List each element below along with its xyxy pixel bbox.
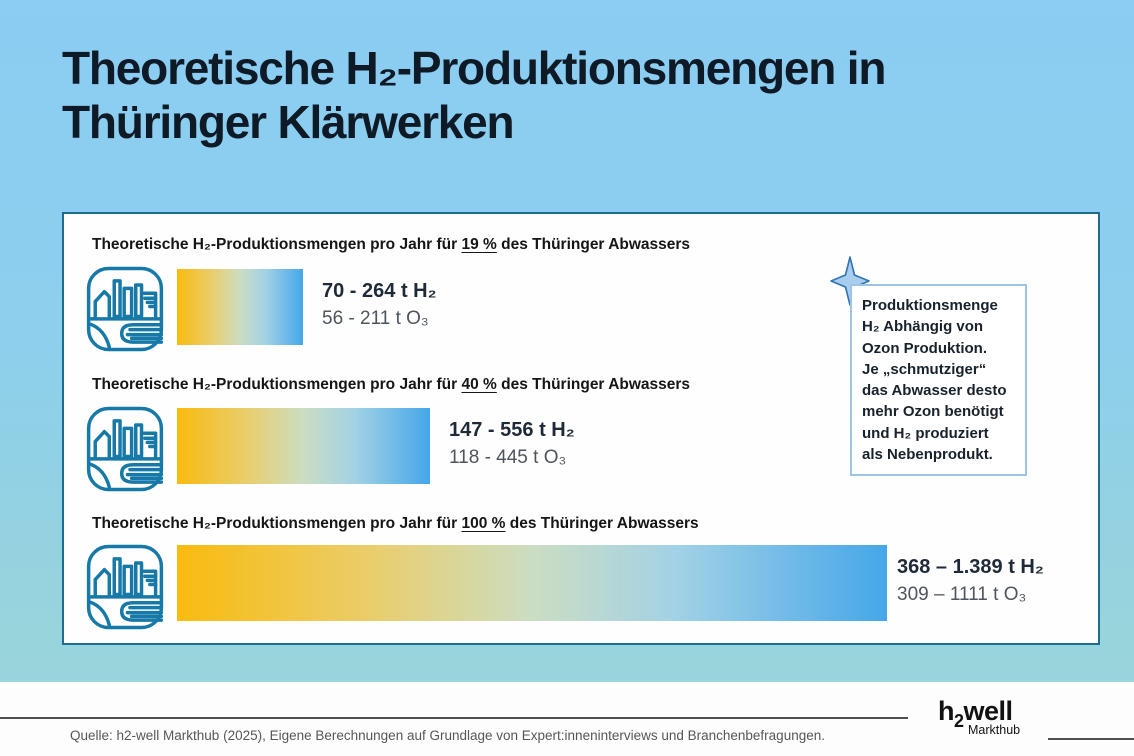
ozone-note-callout: Produktionsmenge H₂ Abhängig von Ozon Pr… <box>850 284 1027 477</box>
wastewater-plant-icon <box>86 406 164 492</box>
logo-wordmark: h2well <box>938 696 1020 731</box>
h2-value: 147 - 556 t H₂ <box>449 419 575 441</box>
row-label-pre: Theoretische H₂-Produktionsmengen pro Ja… <box>92 236 462 253</box>
logo-well: well <box>963 696 1014 726</box>
footer-band <box>0 682 1134 756</box>
row-label-percent: 40 % <box>461 376 497 393</box>
footer-accent-line <box>1048 738 1134 740</box>
row-label-pre: Theoretische H₂-Produktionsmengen pro Ja… <box>92 515 462 532</box>
wastewater-plant-icon <box>86 544 164 630</box>
row-values: 147 - 556 t H₂ 118 - 445 t O₃ <box>449 419 575 469</box>
o3-value: 118 - 445 t O₃ <box>449 447 567 468</box>
row-label-percent: 100 % <box>461 515 506 532</box>
logo-h: h <box>938 696 955 726</box>
logo-markthub-label: Markthub <box>968 723 1021 737</box>
row-label-pre: Theoretische H₂-Produktionsmengen pro Ja… <box>92 376 462 393</box>
footer-divider-line <box>0 717 908 719</box>
gradient-bar-100pct <box>177 545 887 621</box>
logo-subscript-2: 2 <box>954 711 964 731</box>
gradient-bar-40pct <box>177 408 430 484</box>
chart-panel: Theoretische H₂-Produktionsmengen pro Ja… <box>62 212 1100 645</box>
row-label-post: des Thüringer Abwassers <box>505 515 699 532</box>
page-title: Theoretische H₂-Produktionsmengen in Thü… <box>62 42 1082 150</box>
row-label-percent: 19 % <box>461 236 497 253</box>
o3-value: 56 - 211 t O₃ <box>322 308 429 329</box>
source-citation: Quelle: h2-well Markthub (2025), Eigene … <box>70 728 825 743</box>
row-values: 368 – 1.389 t H₂ 309 – 1111 t O₃ <box>897 556 1044 606</box>
page-title-line1: Theoretische H₂-Produktionsmengen in <box>62 42 886 94</box>
page-title-line2: Thüringer Klärwerken <box>62 95 515 148</box>
h2-value: 70 - 264 t H₂ <box>322 280 437 302</box>
row-label: Theoretische H₂-Produktionsmengen pro Ja… <box>92 515 699 533</box>
row-values: 70 - 264 t H₂ 56 - 211 t O₃ <box>322 280 437 330</box>
row-label-post: des Thüringer Abwassers <box>496 376 691 393</box>
row-label: Theoretische H₂-Produktionsmengen pro Ja… <box>92 236 690 254</box>
wastewater-plant-icon <box>86 266 164 352</box>
o3-value: 309 – 1111 t O₃ <box>897 584 1027 605</box>
h2-value: 368 – 1.389 t H₂ <box>897 556 1044 578</box>
row-label-post: des Thüringer Abwassers <box>496 236 691 253</box>
h2well-markthub-logo: h2well Markthub <box>938 696 1021 738</box>
gradient-bar-19pct <box>177 269 303 345</box>
row-label: Theoretische H₂-Produktionsmengen pro Ja… <box>92 376 690 394</box>
